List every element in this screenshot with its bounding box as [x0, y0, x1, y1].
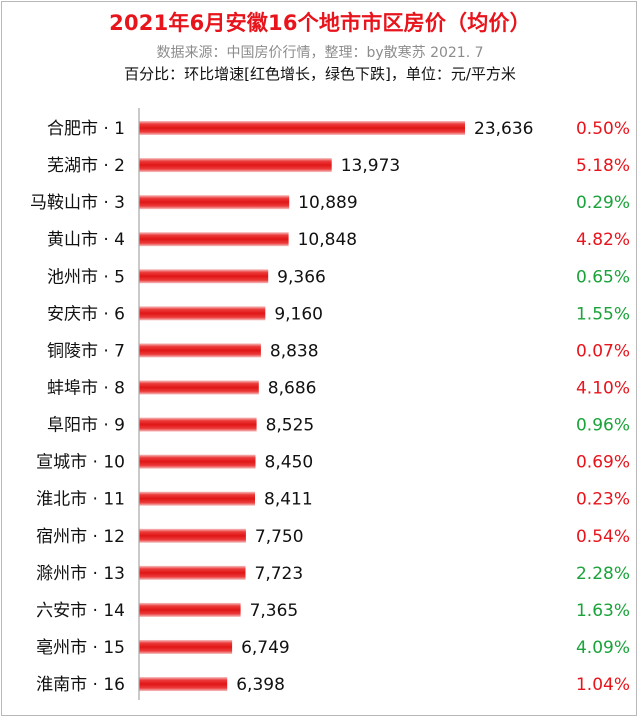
category-label: 安庆市 · 6 [47, 304, 125, 324]
chart-title: 2021年6月安徽16个地市市区房价（均价） [109, 11, 531, 35]
mom-change-label: 0.29% [576, 193, 630, 213]
bar [139, 121, 465, 135]
bar [139, 158, 332, 173]
mom-change-label: 0.50% [576, 119, 630, 139]
value-label: 7,365 [250, 601, 299, 621]
bar [139, 306, 266, 321]
category-label: 滁州市 · 13 [36, 564, 125, 584]
value-label: 8,525 [266, 416, 315, 436]
value-label: 10,889 [298, 193, 357, 213]
value-label: 8,450 [265, 453, 314, 473]
mom-change-label: 4.82% [576, 230, 630, 250]
mom-change-label: 0.96% [576, 416, 630, 436]
category-label: 宿州市 · 12 [36, 527, 125, 547]
value-label: 8,838 [270, 341, 319, 361]
bar [139, 602, 241, 617]
bar [139, 232, 289, 247]
mom-change-label: 1.63% [576, 601, 630, 621]
value-label: 9,366 [277, 267, 326, 287]
mom-change-label: 0.54% [576, 527, 630, 547]
mom-change-label: 4.10% [576, 378, 630, 398]
mom-change-label: 1.55% [576, 304, 630, 324]
value-label: 6,398 [236, 675, 285, 695]
bar [139, 528, 246, 543]
value-label: 10,848 [298, 230, 357, 250]
legend-note: 百分比：环比增速[红色增长，绿色下跌]，单位：元/平方米 [124, 65, 516, 83]
category-label: 六安市 · 14 [36, 601, 125, 621]
data-source-note: 数据来源：中国房价行情，整理：by散寒苏 2021. 7 [156, 45, 484, 61]
value-label: 8,686 [268, 378, 317, 398]
bar [139, 454, 256, 469]
bar [139, 417, 257, 432]
bar [139, 639, 233, 654]
category-label: 马鞍山市 · 3 [30, 193, 125, 213]
bar [139, 677, 228, 692]
value-label: 9,160 [274, 304, 323, 324]
value-label: 6,749 [241, 638, 290, 658]
category-label: 宣城市 · 10 [36, 453, 125, 473]
bar [139, 491, 255, 506]
mom-change-label: 0.65% [576, 267, 630, 287]
value-label: 7,723 [255, 564, 304, 584]
value-label: 7,750 [255, 527, 304, 547]
category-label: 亳州市 · 15 [36, 638, 125, 658]
value-label: 8,411 [264, 490, 313, 510]
category-label: 蚌埠市 · 8 [47, 378, 125, 398]
category-label: 铜陵市 · 7 [47, 341, 125, 361]
bar [139, 565, 246, 580]
value-label: 13,973 [341, 156, 400, 176]
mom-change-label: 4.09% [576, 638, 630, 658]
bar [139, 269, 269, 284]
mom-change-label: 5.18% [576, 156, 630, 176]
category-label: 淮北市 · 11 [36, 490, 125, 510]
mom-change-label: 0.07% [576, 341, 630, 361]
mom-change-label: 0.69% [576, 453, 630, 473]
mom-change-label: 2.28% [576, 564, 630, 584]
category-label: 芜湖市 · 2 [47, 156, 125, 176]
category-label: 淮南市 · 16 [36, 675, 125, 695]
mom-change-label: 1.04% [576, 675, 630, 695]
category-label: 阜阳市 · 9 [47, 416, 125, 436]
category-label: 合肥市 · 1 [47, 119, 125, 139]
mom-change-label: 0.23% [576, 490, 630, 510]
category-label: 池州市 · 5 [47, 267, 125, 287]
bar [139, 195, 290, 210]
value-label: 23,636 [474, 119, 533, 139]
bar [139, 343, 261, 358]
category-label: 黄山市 · 4 [47, 230, 125, 250]
bar [139, 380, 259, 395]
